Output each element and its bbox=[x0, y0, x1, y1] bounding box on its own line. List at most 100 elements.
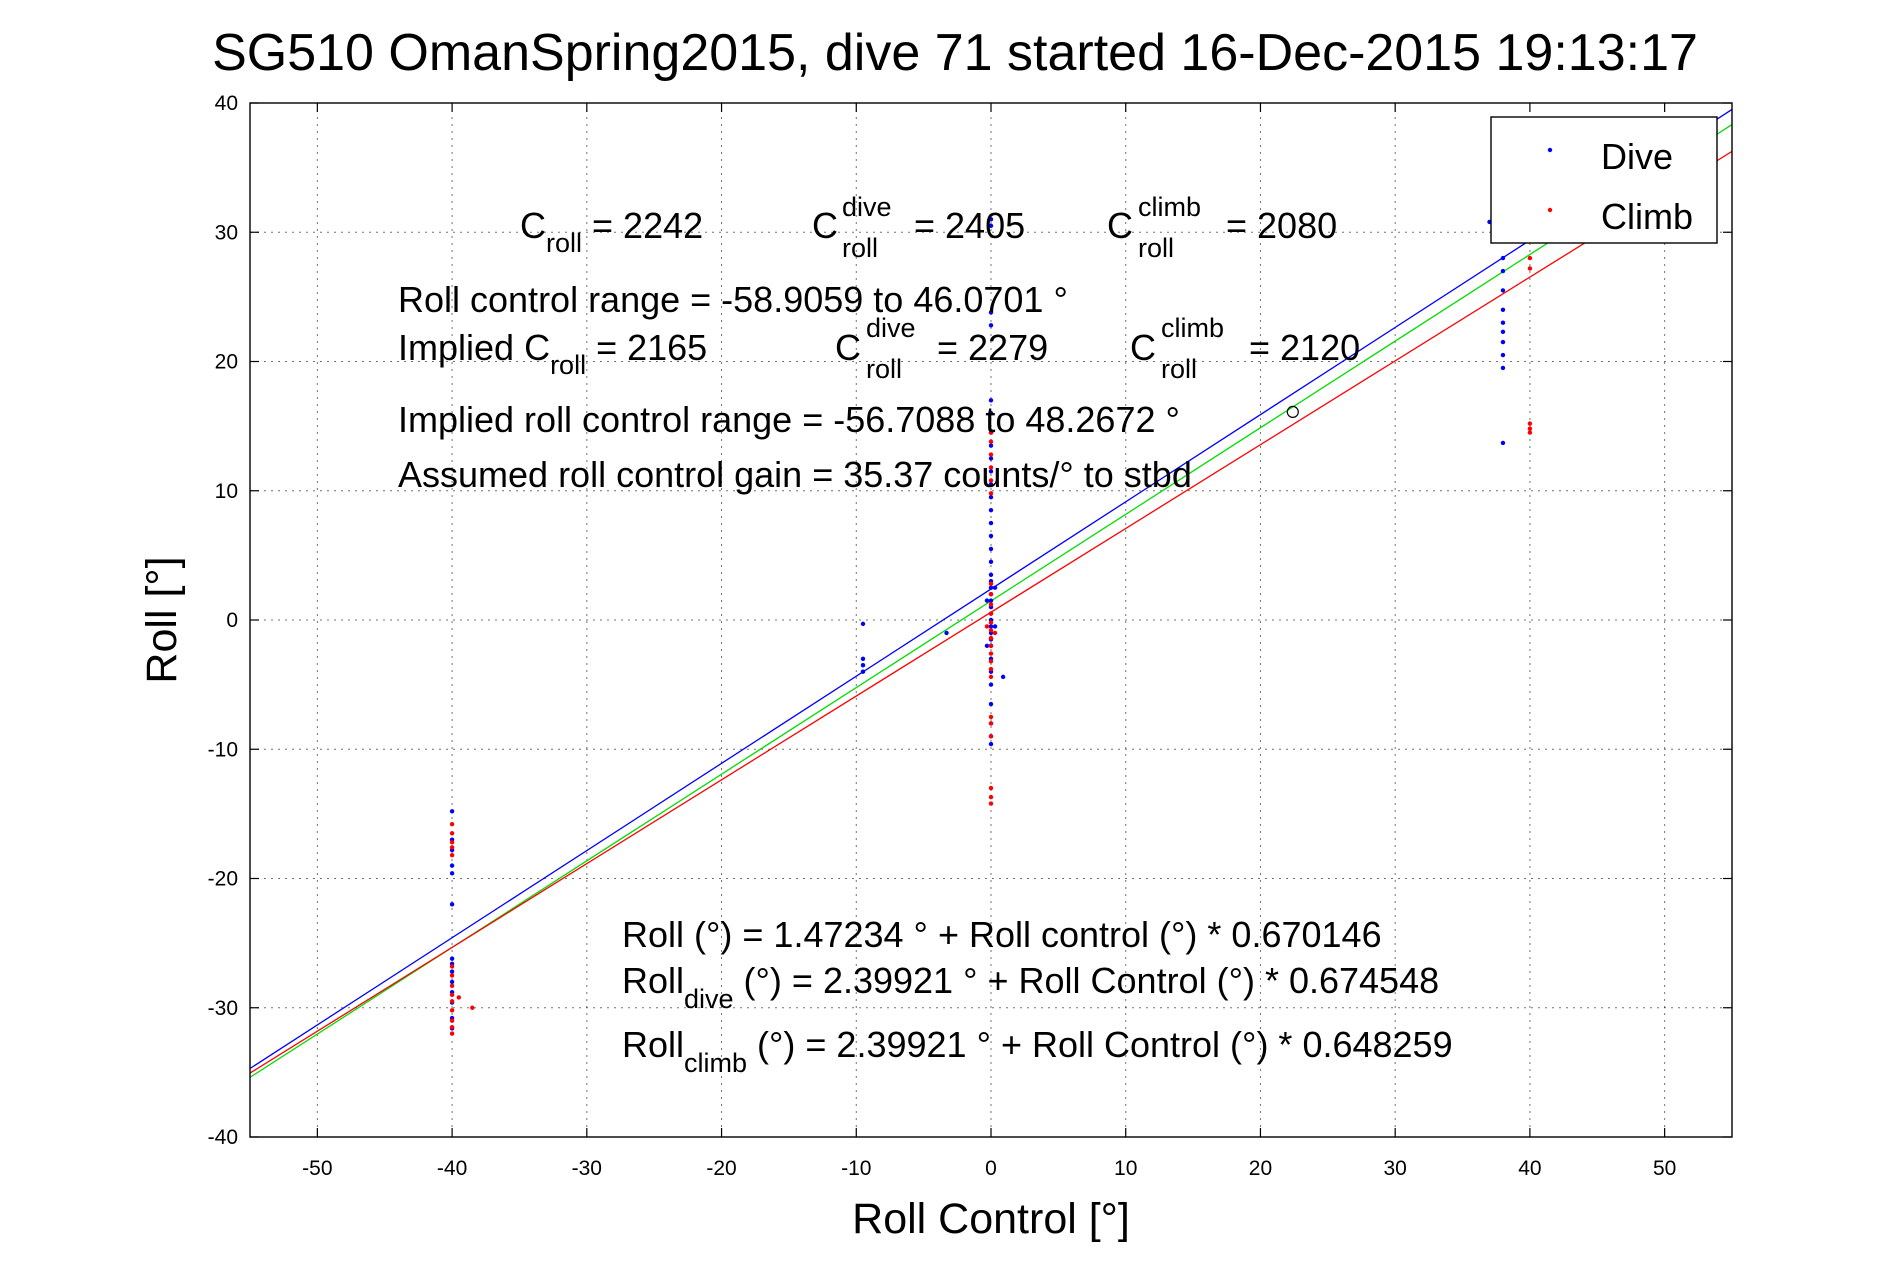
x-tick-label: 10 bbox=[1114, 1157, 1137, 1180]
climb-point bbox=[988, 714, 994, 720]
implied-c-roll-climb-sup: climb bbox=[1161, 313, 1224, 343]
climb-point bbox=[992, 630, 998, 636]
climb-point bbox=[988, 659, 994, 664]
dive-point bbox=[449, 979, 455, 985]
x-tick-label: 30 bbox=[1384, 1157, 1407, 1180]
dive-point bbox=[1500, 288, 1506, 293]
climb-point bbox=[449, 1008, 455, 1013]
dive-point bbox=[988, 520, 994, 526]
climb-point bbox=[449, 973, 455, 978]
x-tick-label: -20 bbox=[706, 1157, 736, 1180]
dive-point bbox=[1500, 365, 1506, 371]
legend: Dive Climb bbox=[1490, 116, 1718, 244]
dive-point bbox=[988, 217, 994, 222]
climb-point bbox=[984, 624, 990, 629]
marker-circle bbox=[1286, 405, 1299, 419]
dive-point bbox=[988, 456, 994, 461]
c-roll-climb-sup: climb bbox=[1138, 192, 1201, 222]
dive-point bbox=[988, 546, 994, 552]
dive-point bbox=[449, 956, 455, 961]
implied-c-roll-sub: roll bbox=[550, 350, 586, 380]
dive-point bbox=[449, 863, 455, 868]
climb-point bbox=[449, 822, 455, 827]
fit-dive-rest: (°) = 2.39921 ° + Roll Control (°) * 0.6… bbox=[734, 960, 1440, 1001]
data-points bbox=[449, 217, 1533, 1036]
ticks: -50 -40 -30 -20 -10 0 10 20 30 40 50 -40 -30 -20 -10 0 1… bbox=[208, 92, 1732, 1180]
gain: Assumed roll control gain = 35.37 counts… bbox=[398, 454, 1192, 495]
plot-frame bbox=[249, 102, 1733, 1138]
dive-point bbox=[988, 469, 994, 474]
climb-point bbox=[449, 1024, 455, 1030]
climb-point bbox=[988, 591, 994, 597]
climb-point bbox=[988, 666, 994, 672]
c-roll-climb-base: C bbox=[1107, 205, 1133, 246]
annotation-implied-c-roll-climb: C climb roll = 2120 bbox=[1130, 313, 1360, 384]
dive-point bbox=[992, 585, 998, 590]
legend-dive-label: Dive bbox=[1601, 136, 1673, 177]
dive-point bbox=[988, 598, 994, 603]
dive-point bbox=[860, 669, 866, 674]
legend-dive-marker bbox=[1547, 147, 1553, 153]
annotation-implied-c-roll-dive: C dive roll = 2279 bbox=[835, 313, 1048, 384]
x-tick-label: 20 bbox=[1249, 1157, 1272, 1180]
climb-point bbox=[988, 439, 994, 444]
dive-point bbox=[1500, 329, 1506, 334]
climb-point bbox=[988, 721, 994, 726]
c-roll-dive-value: = 2405 bbox=[914, 205, 1025, 246]
climb-point bbox=[449, 983, 455, 988]
climb-point bbox=[470, 1005, 475, 1010]
dive-point bbox=[1500, 307, 1506, 312]
x-tick-label: 0 bbox=[985, 1157, 997, 1180]
dive-point bbox=[860, 663, 866, 668]
dive-point bbox=[988, 701, 994, 707]
climb-point bbox=[1527, 421, 1533, 426]
implied-prefix: Implied bbox=[398, 327, 524, 368]
climb-point bbox=[449, 840, 455, 845]
annotation-c-roll-climb: C climb roll = 2080 bbox=[1107, 192, 1337, 263]
x-tick-label: -10 bbox=[841, 1157, 871, 1180]
climb-point bbox=[449, 1018, 455, 1023]
y-tick-label: -40 bbox=[208, 1126, 238, 1149]
dive-point bbox=[449, 969, 455, 974]
dive-point bbox=[988, 507, 994, 513]
dive-point bbox=[988, 572, 994, 577]
y-axis-label: Roll [°] bbox=[138, 556, 186, 683]
chart-title: SG510 OmanSpring2015, dive 71 started 16… bbox=[212, 24, 1698, 82]
dive-point bbox=[988, 482, 994, 487]
legend-box bbox=[1490, 116, 1718, 244]
fit-all: Roll (°) = 1.47234 ° + Roll control (°) … bbox=[622, 914, 1382, 955]
y-tick-label: -10 bbox=[208, 738, 238, 761]
x-tick-label: 50 bbox=[1653, 1157, 1676, 1180]
fit-climb: Rollclimb (°) = 2.39921 ° + Roll Control… bbox=[622, 1024, 1453, 1078]
y-tick-label: 30 bbox=[215, 221, 238, 244]
fit-dive-sub: dive bbox=[684, 984, 734, 1014]
c-roll-dive-sup: dive bbox=[842, 192, 892, 222]
c-roll-dive-sub: roll bbox=[842, 233, 878, 263]
x-axis-label: Roll Control [°] bbox=[852, 1195, 1130, 1243]
roll-control-range: Roll control range = -58.9059 to 46.0701… bbox=[398, 279, 1068, 320]
y-tick-label: 10 bbox=[215, 480, 238, 503]
climb-point bbox=[1527, 426, 1533, 431]
dive-point bbox=[988, 682, 994, 687]
y-tick-label: -30 bbox=[208, 997, 238, 1020]
dive-point bbox=[1500, 320, 1506, 325]
implied-c-roll-dive-sub: roll bbox=[866, 354, 902, 384]
implied-c-roll-dive-sup: dive bbox=[866, 313, 916, 343]
implied-c-roll-value: = 2165 bbox=[596, 327, 707, 368]
climb-point bbox=[988, 491, 994, 496]
implied-c-roll-dive-value: = 2279 bbox=[937, 327, 1048, 368]
dive-point bbox=[988, 310, 994, 315]
c-roll-sub: roll bbox=[546, 228, 582, 258]
climb-point bbox=[988, 794, 994, 800]
fit-dive-base: Roll bbox=[622, 960, 684, 1001]
implied-range: Implied roll control range = -56.7088 to… bbox=[398, 399, 1180, 440]
annotation-implied-c-roll: Implied Croll = 2165 bbox=[398, 327, 707, 380]
dive-point bbox=[988, 585, 994, 590]
dive-point bbox=[988, 533, 994, 539]
dive-point bbox=[988, 741, 994, 747]
climb-point bbox=[1527, 255, 1533, 261]
y-tick-label: 20 bbox=[215, 351, 238, 374]
climb-point bbox=[988, 801, 994, 806]
dive-point bbox=[992, 624, 998, 629]
